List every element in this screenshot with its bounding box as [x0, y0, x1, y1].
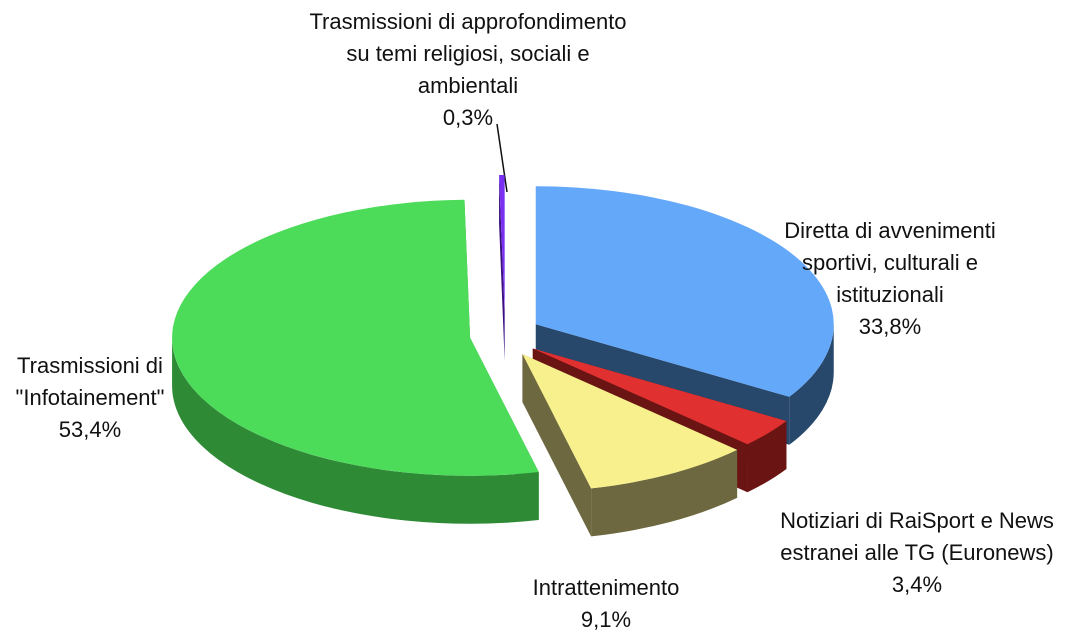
label-name: Diretta di avvenimenti sportivi, cultura… [784, 218, 996, 307]
label-value: 3,4% [891, 572, 943, 597]
label-value: 0,3% [442, 105, 494, 130]
slice-label: Trasmissioni di "Infotainement" 53,4% [0, 350, 180, 446]
chart: Trasmissioni di approfondimento su temi … [0, 6, 1086, 632]
slice [172, 199, 539, 476]
slice [499, 175, 505, 314]
slice-label: Diretta di avvenimenti sportivi, cultura… [758, 215, 1022, 343]
pie-canvas [172, 123, 834, 537]
slice [522, 354, 738, 489]
slice [532, 348, 787, 445]
slice-label: Intrattenimento 9,1% [506, 572, 706, 636]
label-name: Trasmissioni di "Infotainement" [15, 353, 165, 410]
label-name: Trasmissioni di approfondimento su temi … [309, 9, 627, 98]
slice-label: Trasmissioni di approfondimento su temi … [300, 6, 636, 134]
leader-line [496, 123, 508, 193]
slice-side [591, 449, 738, 537]
label-value: 53,4% [58, 417, 122, 442]
label-name: Notiziari di RaiSport e News estranei al… [780, 508, 1054, 565]
label-value: 9,1% [580, 607, 632, 632]
slice-side [789, 324, 834, 445]
label-name: Intrattenimento [532, 575, 680, 600]
slice-side [172, 337, 539, 524]
slice-label: Notiziari di RaiSport e News estranei al… [748, 505, 1086, 601]
slice-side [499, 175, 505, 362]
label-value: 33,8% [858, 314, 922, 339]
slice-side [747, 420, 787, 493]
slice [535, 186, 834, 397]
slice-side [522, 354, 592, 537]
